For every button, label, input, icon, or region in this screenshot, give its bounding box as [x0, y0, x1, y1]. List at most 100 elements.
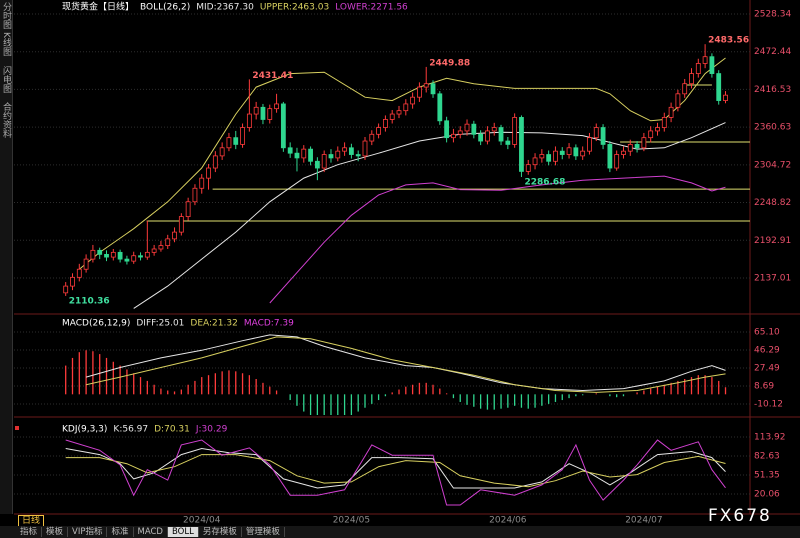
candle-body — [314, 160, 320, 169]
y-tick-label: 46.29 — [754, 345, 780, 355]
candle-body — [723, 94, 728, 101]
candle-body — [607, 144, 613, 169]
candle-body — [505, 140, 511, 145]
x-tick-label: 2024/04 — [183, 516, 221, 526]
candle-body — [668, 106, 674, 118]
plot-area — [14, 436, 750, 506]
candle-body — [709, 56, 715, 74]
y-tick-label: 20.06 — [754, 489, 780, 499]
candle-body — [253, 106, 259, 115]
y-tick-label: 113.92 — [754, 433, 786, 443]
candle-body — [457, 130, 463, 135]
toolbar-button[interactable]: 模板 — [42, 527, 69, 537]
legend-label: MID:2367.30 — [196, 3, 254, 13]
candle-body — [83, 258, 89, 270]
price-annotation: 2449.88 — [429, 58, 470, 68]
toolbar-button[interactable]: VIP指标 — [68, 527, 108, 537]
candle-body — [546, 154, 552, 162]
candle-body — [614, 154, 620, 169]
toolbar-button[interactable]: BOLL — [167, 527, 199, 537]
watermark: FX678 — [708, 506, 772, 526]
line-series — [269, 175, 726, 304]
candle-body — [328, 154, 334, 159]
plot-area — [14, 13, 750, 309]
candle-body — [444, 120, 450, 139]
candle-body — [512, 117, 518, 145]
y-tick-label: 51.35 — [754, 470, 780, 480]
candle-body — [682, 83, 688, 95]
y-tick-label: 82.63 — [754, 452, 780, 462]
candle-body — [376, 127, 381, 135]
y-tick-label: -10.12 — [754, 400, 783, 410]
candle-body — [485, 130, 490, 142]
candle-body — [172, 231, 177, 240]
candle-body — [335, 150, 341, 159]
candle-body — [553, 150, 558, 162]
sidebar: 分时图 K线图闪电图合约资料 — [0, 0, 13, 514]
toolbar-button[interactable]: 管理模板 — [242, 527, 285, 537]
legend-label: MACD(26,12,9) — [62, 319, 130, 329]
candle-body — [165, 238, 171, 247]
y-tick-label: 2304.72 — [754, 160, 791, 170]
y-tick-label: 2248.82 — [754, 198, 791, 208]
candle-body — [478, 133, 484, 142]
candle-body — [226, 137, 232, 149]
sidebar-tab[interactable]: 闪电图 — [1, 66, 11, 93]
candle-body — [117, 251, 123, 260]
price-annotation: 2286.68 — [524, 178, 565, 188]
candle-body — [219, 147, 225, 157]
candle-body — [104, 253, 109, 258]
x-tick-label: 2024/05 — [333, 516, 370, 526]
candle-body — [348, 147, 354, 155]
candle-body — [355, 154, 361, 157]
price-annotation: 2110.36 — [69, 296, 110, 306]
y-tick-label: 65.10 — [754, 327, 780, 337]
candle-body — [76, 268, 82, 278]
candle-body — [593, 127, 599, 139]
candle-body — [274, 103, 279, 110]
candle-body — [260, 106, 266, 120]
candle-body — [131, 255, 137, 262]
candle-body — [212, 155, 218, 169]
legend-label: DIFF:25.01 — [136, 319, 184, 329]
candle-body — [464, 123, 470, 132]
line-series — [65, 454, 726, 488]
candle-body — [383, 119, 388, 128]
candle-body — [627, 144, 633, 152]
candle-body — [648, 130, 654, 139]
candle-body — [144, 251, 150, 258]
candle-body — [151, 248, 157, 253]
candle-body — [695, 63, 701, 74]
price-annotation: 2431.41 — [252, 71, 293, 81]
line-series — [85, 336, 726, 393]
candle-body — [641, 137, 647, 149]
candle-body — [621, 150, 626, 155]
toolbar-button[interactable]: 另存模板 — [199, 527, 242, 537]
candle-body — [138, 255, 143, 258]
sidebar-tab[interactable]: 合约资料 — [1, 102, 11, 138]
candle-body — [280, 103, 286, 149]
sidebar-tab[interactable]: 分时图 — [1, 2, 11, 29]
x-tick-label: 2024/07 — [625, 516, 662, 526]
y-tick-label: 27.49 — [754, 363, 780, 373]
candle-body — [97, 249, 103, 255]
candle-body — [519, 117, 524, 172]
candle-body — [308, 148, 313, 162]
candle-body — [702, 56, 708, 64]
candle-body — [655, 127, 660, 132]
toolbar-button[interactable]: 指标 — [16, 527, 43, 537]
toolbar-button[interactable]: 标准 — [107, 527, 134, 537]
y-tick-label: 2528.34 — [754, 9, 791, 19]
candle-body — [342, 147, 347, 152]
sidebar-tab[interactable]: K线图 — [1, 32, 11, 56]
toolbar-button[interactable]: MACD — [134, 527, 168, 537]
candle-body — [389, 113, 395, 120]
candle-body — [573, 147, 579, 157]
y-tick-label: 2360.63 — [754, 123, 791, 133]
candle-body — [240, 127, 245, 145]
candle-body — [423, 83, 429, 88]
candle-body — [403, 103, 409, 112]
candle-body — [600, 127, 606, 145]
candle-body — [287, 147, 293, 154]
candle-body — [539, 154, 545, 159]
